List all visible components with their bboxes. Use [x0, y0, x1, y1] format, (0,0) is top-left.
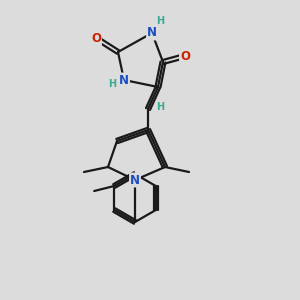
Text: N: N: [130, 173, 140, 187]
Text: H: H: [156, 102, 164, 112]
Text: H: H: [108, 79, 116, 89]
Text: H: H: [156, 16, 164, 26]
Text: N: N: [119, 74, 129, 86]
Text: O: O: [180, 50, 190, 62]
Text: N: N: [147, 26, 157, 40]
Text: O: O: [91, 32, 101, 44]
